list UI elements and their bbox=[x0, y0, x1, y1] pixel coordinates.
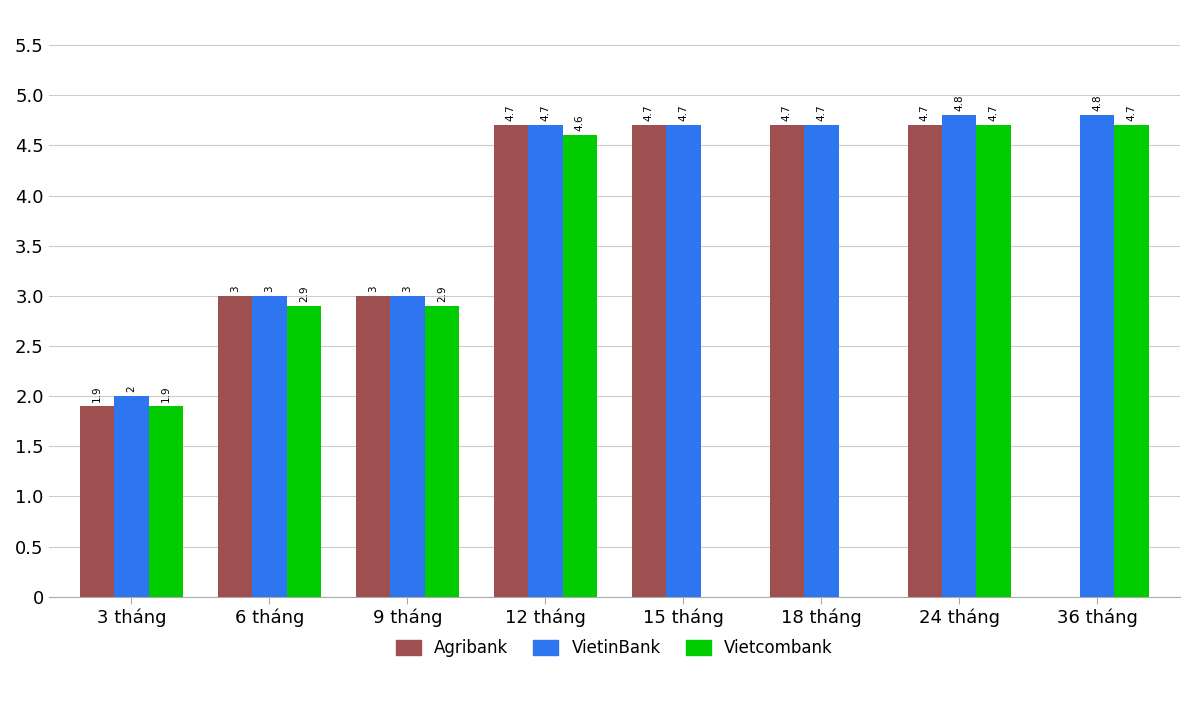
Text: 2: 2 bbox=[127, 386, 136, 392]
Bar bbox=[494, 126, 528, 597]
Bar bbox=[252, 296, 287, 597]
Text: 1.9: 1.9 bbox=[161, 386, 171, 402]
Text: 2.9: 2.9 bbox=[437, 285, 447, 302]
Bar bbox=[424, 306, 459, 597]
Bar bbox=[563, 136, 598, 597]
Text: 4.8: 4.8 bbox=[955, 94, 964, 111]
Bar bbox=[976, 126, 1011, 597]
Text: 4.7: 4.7 bbox=[505, 104, 516, 121]
Bar bbox=[666, 126, 700, 597]
Bar bbox=[148, 406, 183, 597]
Text: 4.7: 4.7 bbox=[644, 104, 654, 121]
Legend: Agribank, VietinBank, Vietcombank: Agribank, VietinBank, Vietcombank bbox=[390, 633, 840, 664]
Text: 4.7: 4.7 bbox=[988, 104, 999, 121]
Text: 3: 3 bbox=[229, 285, 240, 292]
Bar bbox=[217, 296, 252, 597]
Text: 4.7: 4.7 bbox=[1127, 104, 1136, 121]
Text: 4.7: 4.7 bbox=[679, 104, 688, 121]
Bar bbox=[907, 126, 942, 597]
Text: 2.9: 2.9 bbox=[299, 285, 308, 302]
Text: 4.7: 4.7 bbox=[782, 104, 792, 121]
Bar bbox=[287, 306, 321, 597]
Text: 1.9: 1.9 bbox=[92, 386, 102, 402]
Bar bbox=[356, 296, 390, 597]
Bar bbox=[942, 115, 976, 597]
Text: 3: 3 bbox=[264, 285, 275, 292]
Text: 4.6: 4.6 bbox=[575, 115, 584, 131]
Bar bbox=[115, 396, 148, 597]
Text: 4.8: 4.8 bbox=[1092, 94, 1102, 111]
Text: 3: 3 bbox=[368, 285, 378, 292]
Text: 4.7: 4.7 bbox=[816, 104, 826, 121]
Bar bbox=[528, 126, 563, 597]
Bar bbox=[631, 126, 666, 597]
Bar bbox=[770, 126, 804, 597]
Bar bbox=[804, 126, 839, 597]
Text: 4.7: 4.7 bbox=[540, 104, 551, 121]
Bar bbox=[1080, 115, 1115, 597]
Text: 4.7: 4.7 bbox=[920, 104, 930, 121]
Bar bbox=[1115, 126, 1148, 597]
Bar bbox=[80, 406, 115, 597]
Text: 3: 3 bbox=[403, 285, 412, 292]
Bar bbox=[390, 296, 424, 597]
